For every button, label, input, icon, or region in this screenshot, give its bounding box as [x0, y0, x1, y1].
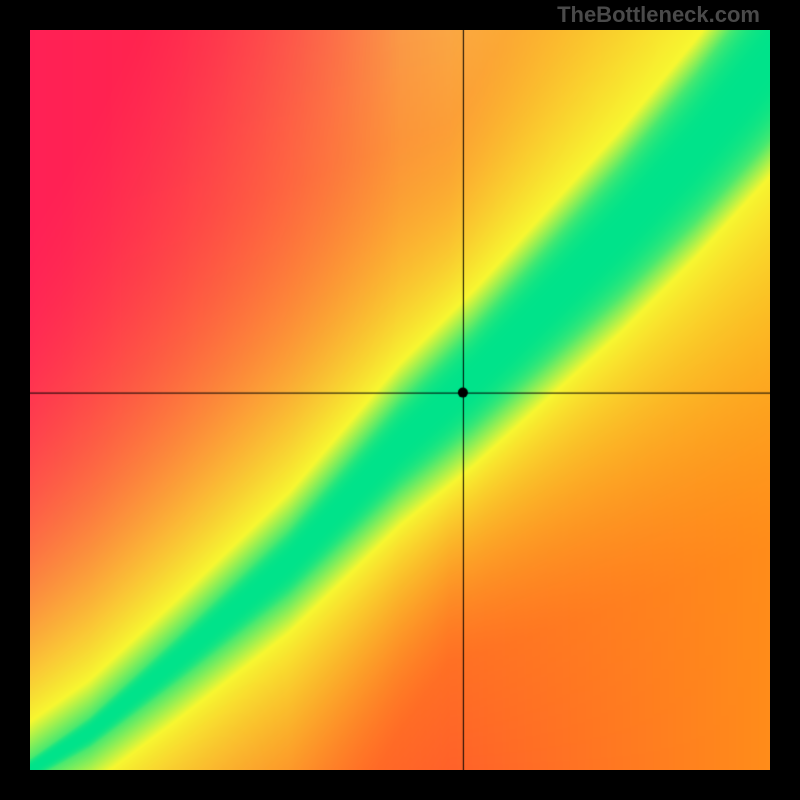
watermark-text: TheBottleneck.com [557, 2, 760, 28]
heatmap-canvas [30, 30, 770, 770]
bottleneck-heatmap [30, 30, 770, 770]
